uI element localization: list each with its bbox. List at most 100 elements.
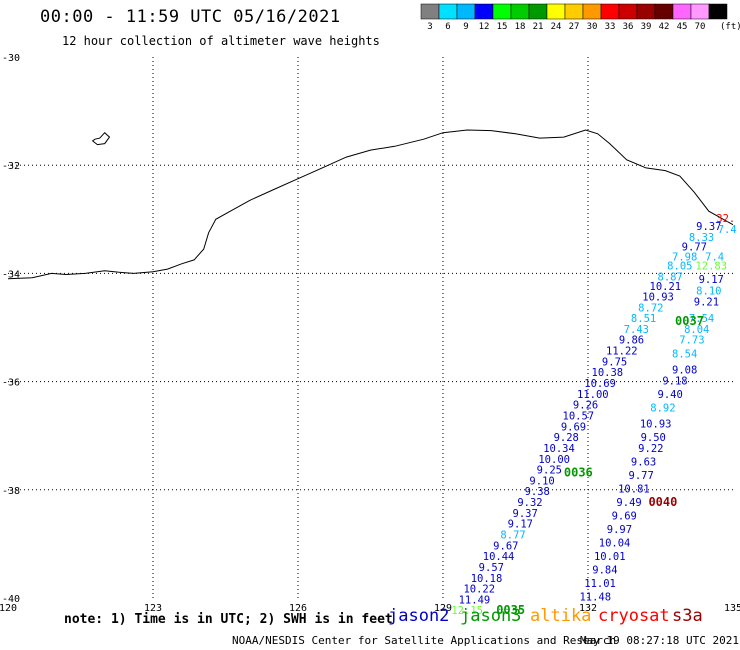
y-tick-label: -40	[2, 594, 20, 605]
coastline	[7, 129, 734, 280]
colorbar-label: (ft)	[720, 22, 740, 32]
wave-height-label: 12.83	[695, 261, 727, 273]
y-tick-label: -34	[2, 269, 20, 280]
colorbar-label: 30	[586, 22, 598, 32]
colorbar-swatch	[438, 3, 458, 20]
colorbar-swatch	[708, 3, 728, 20]
wave-height-label: 8.54	[672, 348, 697, 360]
wave-height-label: 9.57	[479, 562, 504, 574]
x-tick-label: 135	[724, 603, 740, 614]
wave-height-label: 12.15	[451, 605, 483, 617]
wave-height-label: 9.22	[638, 443, 663, 455]
wave-height-label: 9.17	[699, 274, 724, 286]
wave-height-label: 9.69	[612, 511, 637, 523]
page-subtitle: 12 hour collection of altimeter wave hei…	[62, 34, 380, 48]
colorbar-label: 39	[640, 22, 652, 32]
colorbar-swatch	[564, 3, 584, 20]
wave-height-label: 8.10	[696, 285, 721, 297]
wave-height-label: 9.77	[682, 242, 707, 254]
colorbar-swatch	[456, 3, 476, 20]
colorbar-swatch	[492, 3, 512, 20]
legend-jason3: jason3	[460, 606, 522, 626]
footer-note: note: 1) Time is in UTC; 2) SWH is in fe…	[64, 612, 393, 627]
wave-height-label: 10.04	[599, 538, 631, 550]
wave-height-label: 9.69	[561, 421, 586, 433]
wave-height-label: 32.	[716, 213, 735, 225]
wave-height-label: 9.75	[602, 356, 627, 368]
wave-height-label: 11.01	[584, 578, 616, 590]
colorbar-swatch	[528, 3, 548, 20]
wave-height-label: 9.67	[493, 540, 518, 552]
legend-altika: altika	[530, 606, 592, 626]
x-tick-label: 126	[289, 603, 307, 614]
colorbar-swatch	[600, 3, 620, 20]
wave-height-label: 7.54	[689, 313, 714, 325]
legend-s3a: s3a	[672, 606, 703, 626]
colorbar-label: 18	[514, 22, 526, 32]
colorbar-label: 42	[658, 22, 670, 32]
wave-height-label: 9.32	[517, 497, 542, 509]
colorbar-label: 6	[445, 22, 451, 32]
colorbar-swatch	[636, 3, 656, 20]
footer-credit: NOAA/NESDIS Center for Satellite Applica…	[232, 634, 617, 647]
wave-height-label: 10.22	[463, 584, 495, 596]
x-tick-label: 129	[434, 603, 452, 614]
colorbar-label: 27	[568, 22, 580, 32]
page-title: 00:00 - 11:59 UTC 05/16/2021	[40, 7, 341, 27]
wave-height-label: 8.33	[689, 232, 714, 244]
colorbar-swatch	[618, 3, 638, 20]
y-tick-label: -36	[2, 378, 20, 389]
wave-height-label: 7.98	[672, 251, 697, 263]
wave-height-label: 9.63	[631, 456, 656, 468]
wave-height-label: 7.4	[705, 251, 724, 263]
colorbar-label: 21	[532, 22, 544, 32]
colorbar-label: 70	[694, 22, 706, 32]
y-tick-label: -30	[2, 53, 20, 64]
colorbar-label: 12	[478, 22, 490, 32]
wave-height-label: 10.81	[618, 484, 650, 496]
wave-height-label: 10.93	[642, 291, 674, 303]
wave-height-label: 8.72	[638, 302, 663, 314]
wave-height-label: 11.00	[577, 389, 609, 401]
legend-cryosat: cryosat	[598, 606, 670, 626]
colorbar-swatch	[672, 3, 692, 20]
wave-height-label: 7.73	[679, 335, 704, 347]
colorbar-swatch	[474, 3, 494, 20]
wave-height-label: 10.38	[592, 367, 624, 379]
wave-height-label: 8.51	[631, 313, 656, 325]
wave-height-label: 9.49	[616, 497, 641, 509]
wave-height-label: 9.77	[629, 470, 654, 482]
y-tick-label: -38	[2, 486, 20, 497]
wave-height-label: 9.37	[696, 221, 721, 233]
wave-height-label: 8.04	[684, 324, 709, 336]
wave-height-label: 9.86	[619, 335, 644, 347]
wave-height-label: 7.43	[624, 324, 649, 336]
colorbar-label: 9	[463, 22, 469, 32]
wave-height-label: 8.92	[650, 402, 675, 414]
colorbar-swatch	[654, 3, 674, 20]
footer-timestamp: May 19 08:27:18 UTC 2021	[580, 634, 739, 647]
colorbar-swatch	[582, 3, 602, 20]
colorbar-label: 36	[622, 22, 634, 32]
wave-height-label: 9.97	[607, 524, 632, 536]
wave-height-label: 11.49	[459, 594, 491, 606]
wave-height-label: 10.01	[594, 551, 626, 563]
y-tick-label: -32	[2, 161, 20, 172]
colorbar-label: 15	[496, 22, 508, 32]
wave-height-label: 8.87	[658, 271, 683, 283]
wave-height-label: 11.48	[579, 592, 611, 604]
colorbar-label: 24	[550, 22, 562, 32]
wave-height-label: 10.18	[471, 573, 503, 585]
wave-height-label: 9.50	[641, 432, 666, 444]
wave-height-label: 10.69	[584, 378, 616, 390]
x-tick-label: 132	[579, 603, 597, 614]
wave-height-label: 10.57	[563, 410, 595, 422]
colorbar-swatch	[420, 3, 440, 20]
colorbar-label: 33	[604, 22, 616, 32]
wave-height-label: 10.44	[483, 551, 515, 563]
wave-height-label: 9.84	[592, 565, 617, 577]
wave-height-label: 8.05	[667, 261, 692, 273]
x-tick-label: 123	[144, 603, 162, 614]
wave-height-label: 9.18	[662, 375, 687, 387]
